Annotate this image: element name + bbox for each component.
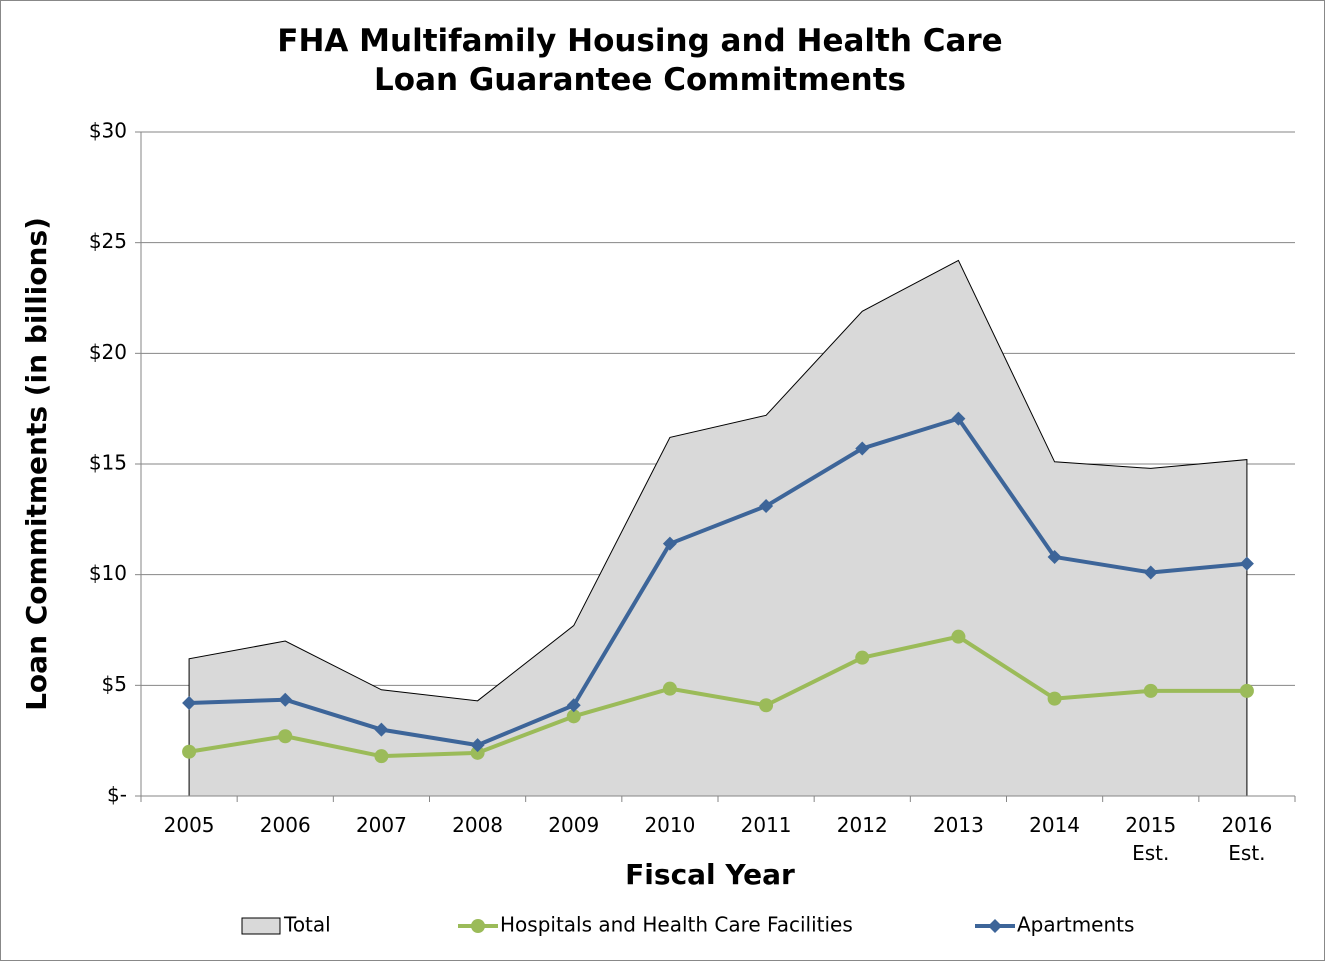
x-tick-label: 2010 — [644, 813, 696, 837]
y-tick-label: $5 — [102, 672, 127, 696]
marker — [374, 722, 389, 737]
chart-title: FHA Multifamily Housing and Health Care … — [277, 23, 1003, 98]
marker — [662, 536, 677, 551]
marker — [1143, 683, 1158, 698]
legend-marker — [471, 919, 485, 933]
x-tick-label: 2006 — [259, 813, 311, 837]
marker — [855, 441, 870, 456]
line — [189, 416, 1248, 748]
marker — [951, 629, 966, 644]
x-tick-label: 2015 Est. — [1125, 813, 1177, 865]
marker — [182, 696, 197, 711]
marker — [1239, 683, 1254, 698]
marker — [278, 692, 293, 707]
x-tick-label: 2008 — [452, 813, 504, 837]
x-tick-label: 2014 — [1029, 813, 1081, 837]
area — [189, 260, 1247, 797]
marker — [1047, 549, 1062, 564]
x-tick-label: 2009 — [548, 813, 600, 837]
marker — [759, 698, 774, 713]
area-edge — [188, 259, 1248, 796]
marker — [662, 681, 677, 696]
marker — [182, 744, 197, 759]
marker — [566, 709, 581, 724]
x-tick-label: 2005 — [163, 813, 215, 837]
legend-label: Hospitals and Health Care Facilities — [500, 913, 853, 937]
x-axis-title: Fiscal Year — [625, 858, 795, 891]
y-tick-label: $25 — [89, 229, 127, 253]
x-tick-label: 2013 — [932, 813, 984, 837]
x-tick-label: 2016 Est. — [1221, 813, 1273, 865]
y-tick-label: $15 — [89, 451, 127, 475]
marker — [470, 745, 485, 760]
x-tick-label: 2007 — [355, 813, 407, 837]
marker — [374, 749, 389, 764]
marker — [278, 729, 293, 744]
x-tick-label: 2011 — [740, 813, 792, 837]
marker — [855, 650, 870, 665]
line — [188, 634, 1247, 759]
y-tick-label: $30 — [89, 119, 127, 143]
x-tick-label: 2012 — [836, 813, 888, 837]
marker — [1239, 556, 1254, 571]
y-tick-label: $- — [107, 783, 127, 807]
marker — [566, 698, 581, 713]
y-axis-title: Loan Commitments (in billions) — [20, 217, 53, 711]
marker — [470, 738, 485, 753]
y-tick-label: $20 — [89, 340, 127, 364]
legend-label: Apartments — [1017, 913, 1134, 937]
marker — [759, 499, 774, 514]
marker — [1143, 565, 1158, 580]
marker — [1047, 691, 1062, 706]
legend-swatch — [241, 917, 281, 935]
marker — [951, 411, 966, 426]
legend-marker — [988, 919, 1002, 933]
legend-label: Total — [283, 913, 331, 937]
y-tick-label: $10 — [89, 561, 127, 585]
